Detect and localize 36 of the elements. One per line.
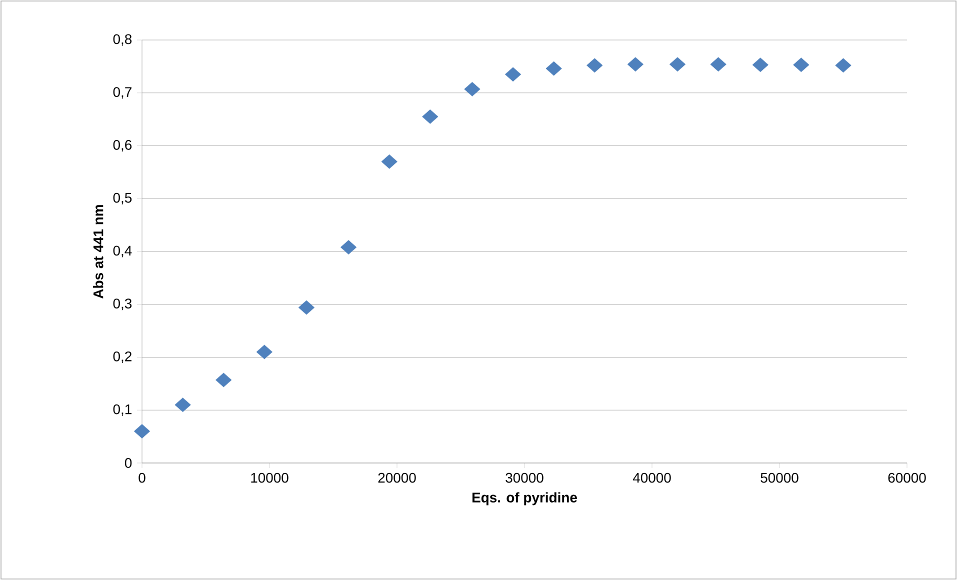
y-tick-label: 0,8: [113, 34, 132, 46]
point: [669, 57, 686, 72]
y-tick-label: 0,7: [113, 87, 132, 99]
point: [256, 344, 272, 360]
y-tick-label: 0,5: [113, 192, 132, 204]
point: [793, 58, 810, 72]
point: [422, 109, 438, 124]
x-tick-label: 50000: [760, 472, 798, 483]
point: [174, 398, 191, 412]
point: [835, 58, 852, 73]
y-tick-label: 0: [124, 458, 132, 468]
y-tick-label: 0,2: [113, 351, 132, 364]
point: [340, 240, 357, 254]
point: [546, 61, 562, 76]
y-tick-label: 0,1: [113, 404, 132, 416]
x-tick-label: 0: [138, 472, 146, 483]
point: [134, 424, 150, 438]
y-tick-label: 0,6: [113, 140, 132, 152]
point: [710, 57, 726, 72]
y-axis-title: Abs at 441 nm: [93, 205, 104, 298]
x-tick-label: 60000: [888, 472, 926, 483]
point: [464, 82, 480, 96]
y-tick-label: 0,4: [113, 246, 132, 258]
x-tick-label: 20000: [378, 472, 416, 483]
point: [627, 57, 644, 72]
point: [504, 67, 522, 82]
x-tick-label: 40000: [632, 472, 671, 483]
point: [752, 58, 768, 72]
x-tick-label: 30000: [506, 472, 544, 483]
y-tick-label: 0,3: [113, 298, 132, 310]
x-axis-title: Eqs. of pyridine: [472, 492, 577, 506]
point: [586, 58, 603, 73]
x-tick-label: 10000: [251, 472, 288, 483]
point: [381, 154, 398, 169]
point: [216, 372, 232, 388]
point: [298, 300, 315, 315]
